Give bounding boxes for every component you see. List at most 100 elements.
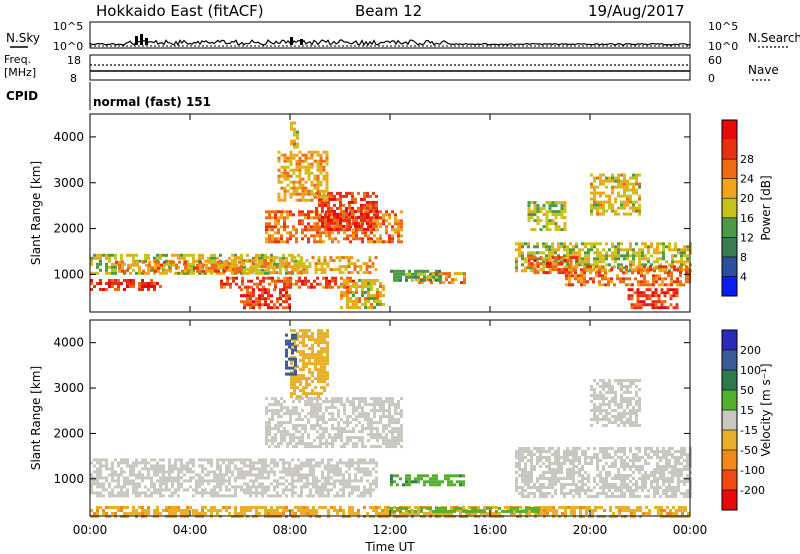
- heatmap-cell: [533, 245, 536, 249]
- heatmap-cell: [608, 388, 611, 391]
- heatmap-cell: [302, 377, 305, 381]
- heatmap-cell: [367, 240, 370, 244]
- heatmap-cell: [213, 488, 216, 492]
- heatmap-cell: [430, 281, 433, 285]
- heatmap-cell: [539, 262, 543, 266]
- heatmap-cell: [283, 219, 286, 223]
- heatmap-cell: [313, 216, 316, 220]
- heatmap-cell: [388, 397, 391, 401]
- heatmap-cell: [289, 180, 293, 184]
- heatmap-cell: [352, 300, 355, 303]
- heatmap-cell: [341, 256, 345, 260]
- heatmap-cell: [391, 421, 394, 425]
- heatmap-cell: [120, 256, 123, 260]
- heatmap-cell: [542, 471, 545, 474]
- heatmap-cell: [408, 272, 411, 276]
- heatmap-cell: [357, 215, 360, 219]
- heatmap-cell: [671, 453, 674, 456]
- heatmap-cell: [626, 185, 629, 189]
- heatmap-cell: [283, 174, 287, 178]
- heatmap-cell: [327, 215, 330, 219]
- heatmap-cell: [637, 283, 640, 287]
- heatmap-cell: [442, 281, 445, 285]
- heatmap-cell: [367, 300, 370, 303]
- heatmap-cell: [304, 186, 308, 190]
- heatmap-cell: [527, 474, 530, 477]
- heatmap-cell: [630, 303, 634, 307]
- heatmap-cell: [304, 282, 307, 286]
- heatmap-cell: [382, 403, 385, 407]
- heatmap-cell: [617, 424, 620, 427]
- heatmap-cell: [171, 467, 174, 471]
- heatmap-cell: [608, 203, 611, 207]
- heatmap-cell: [296, 265, 300, 269]
- heatmap-cell: [333, 221, 336, 225]
- heatmap-cell: [656, 242, 659, 246]
- heatmap-cell: [261, 467, 264, 471]
- heatmap-cell: [331, 406, 334, 410]
- heatmap-cell: [289, 415, 292, 419]
- heatmap-cell: [311, 347, 314, 351]
- heatmap-cell: [289, 412, 292, 416]
- heatmap-cell: [623, 176, 626, 180]
- heatmap-cell: [102, 464, 105, 468]
- heatmap-cell: [563, 222, 567, 226]
- heatmap-cell: [611, 447, 614, 450]
- heatmap-cell: [231, 485, 234, 489]
- heatmap-cell: [298, 171, 302, 175]
- heatmap-cell: [659, 459, 662, 462]
- heatmap-cell: [683, 260, 686, 264]
- heatmap-cell: [373, 234, 376, 238]
- heatmap-cell: [533, 263, 536, 267]
- heatmap-cell: [226, 282, 229, 286]
- heatmap-cell: [337, 421, 340, 425]
- heatmap-cell: [319, 397, 322, 401]
- heatmap-cell: [153, 482, 156, 486]
- heatmap-cell: [515, 462, 518, 465]
- heatmap-cell: [317, 380, 320, 384]
- heatmap-cell: [159, 458, 162, 462]
- heatmap-cell: [620, 486, 623, 489]
- heatmap-cell: [320, 356, 323, 360]
- heatmap-cell: [334, 237, 337, 241]
- heatmap-cell: [677, 266, 680, 270]
- heatmap-cell: [379, 225, 382, 229]
- heatmap-cell: [602, 203, 605, 207]
- heatmap-cell: [316, 162, 320, 166]
- heatmap-cell: [265, 409, 268, 413]
- heatmap-cell: [277, 445, 280, 449]
- heatmap-cell: [258, 467, 261, 471]
- heatmap-cell: [533, 204, 537, 208]
- heatmap-cell: [641, 257, 644, 261]
- heatmap-cell: [274, 409, 277, 413]
- heatmap-cell: [147, 285, 150, 288]
- heatmap-cell: [307, 433, 310, 437]
- heatmap-cell: [270, 294, 273, 298]
- heatmap-cell: [93, 458, 96, 462]
- heatmap-cell: [210, 253, 213, 257]
- heatmap-cell: [397, 433, 400, 437]
- heatmap-cell: [542, 257, 545, 261]
- heatmap-cell: [352, 406, 355, 410]
- heatmap-cell: [258, 476, 261, 480]
- heatmap-cell: [157, 269, 160, 273]
- heatmap-cell: [295, 406, 298, 410]
- heatmap-cell: [360, 467, 363, 471]
- heatmap-cell: [665, 492, 668, 495]
- heatmap-cell: [593, 486, 596, 489]
- heatmap-cell: [608, 483, 611, 486]
- heatmap-cell: [347, 256, 351, 260]
- heatmap-cell: [336, 479, 339, 483]
- heatmap-cell: [286, 171, 290, 175]
- heatmap-cell: [551, 453, 554, 456]
- heatmap-cell: [530, 254, 533, 258]
- heatmap-cell: [626, 465, 629, 468]
- heatmap-cell: [118, 269, 121, 273]
- heatmap-cell: [216, 482, 219, 486]
- heatmap-cell: [252, 467, 255, 471]
- heatmap-cell: [680, 462, 683, 465]
- heatmap-cell: [586, 265, 589, 269]
- heatmap-cell: [240, 271, 243, 275]
- heatmap-cell: [638, 197, 641, 201]
- heatmap-cell: [283, 430, 286, 434]
